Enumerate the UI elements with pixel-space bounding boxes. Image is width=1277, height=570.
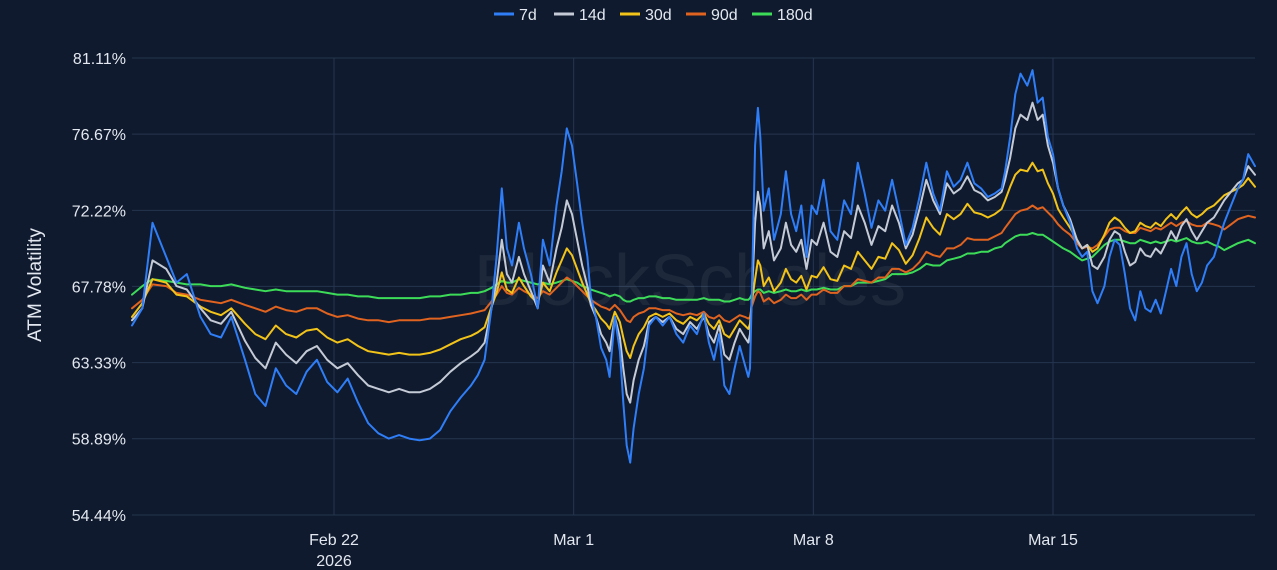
x-axis: Feb 22 2026 Mar 1 Mar 8 Mar 15 bbox=[309, 532, 1078, 570]
x-tick-sublabel: 2026 bbox=[316, 553, 352, 570]
legend-item-14d[interactable]: 14d bbox=[554, 7, 606, 24]
y-tick-label: 58.89% bbox=[72, 432, 126, 449]
grid bbox=[132, 57, 1255, 516]
legend-label: 30d bbox=[645, 7, 672, 24]
series-line-180d bbox=[131, 232, 1256, 303]
x-tick-label: Mar 1 bbox=[553, 532, 594, 549]
watermark: BlockScholes bbox=[474, 241, 906, 321]
legend-label: 7d bbox=[519, 7, 537, 24]
y-tick-label: 76.67% bbox=[72, 127, 126, 144]
legend[interactable]: 7d 14d 30d 90d 180d bbox=[494, 7, 813, 24]
series-line-30d bbox=[131, 161, 1256, 359]
series-layer bbox=[131, 69, 1256, 464]
series-line-14d bbox=[131, 101, 1256, 404]
y-axis: 81.11% 76.67% 72.22% 67.78% 63.33% 58.89% 54.4… bbox=[72, 51, 126, 525]
y-tick-label: 72.22% bbox=[72, 203, 126, 220]
legend-item-30d[interactable]: 30d bbox=[620, 7, 672, 24]
y-tick-label: 81.11% bbox=[73, 51, 126, 68]
legend-label: 90d bbox=[711, 7, 738, 24]
x-tick-label: Mar 8 bbox=[793, 532, 834, 549]
series-line-7d bbox=[131, 69, 1256, 464]
legend-label: 14d bbox=[579, 7, 606, 24]
legend-item-90d[interactable]: 90d bbox=[686, 7, 738, 24]
series-line-90d bbox=[131, 204, 1256, 324]
y-tick-label: 67.78% bbox=[72, 279, 126, 296]
x-tick-label: Feb 22 bbox=[309, 532, 359, 549]
legend-item-180d[interactable]: 180d bbox=[752, 7, 813, 24]
legend-item-7d[interactable]: 7d bbox=[494, 7, 537, 24]
legend-label: 180d bbox=[777, 7, 813, 24]
y-tick-label: 63.33% bbox=[72, 356, 126, 373]
y-tick-label: 54.44% bbox=[72, 508, 126, 525]
x-tick-label: Mar 15 bbox=[1028, 532, 1078, 549]
y-axis-title: ATM Volatility bbox=[25, 228, 46, 342]
